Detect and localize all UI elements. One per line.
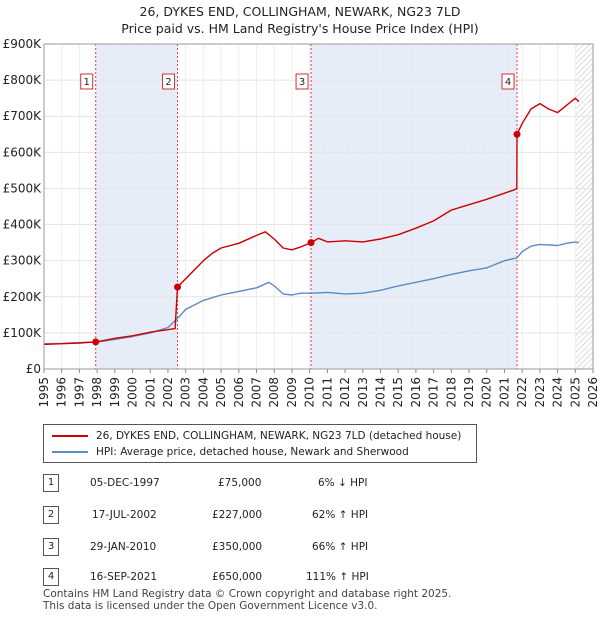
- sale-marker-label: 1: [84, 77, 90, 88]
- x-tick-label: 2016: [409, 377, 423, 408]
- sale-row: 3 29-JAN-2010 £350,000 66% ↑ HPI: [0, 538, 600, 558]
- x-tick-label: 2011: [320, 377, 334, 408]
- sale-point: [92, 338, 100, 346]
- x-tick-label: 2006: [232, 377, 246, 408]
- sale-hpi: 62% ↑ HPI: [312, 509, 369, 521]
- y-tick-label: £100K: [3, 326, 43, 340]
- sale-marker-box: [295, 73, 309, 90]
- sale-date: 29-JAN-2010: [90, 541, 157, 553]
- x-tick-label: 2017: [427, 377, 441, 408]
- sale-marker-box: [80, 73, 94, 90]
- sale-point: [307, 239, 315, 247]
- x-tick-label: 2001: [143, 377, 157, 408]
- x-tick-label: 2021: [497, 377, 511, 408]
- plot-frame: [43, 43, 594, 370]
- x-tick-label: 2008: [267, 377, 281, 408]
- sale-price: £227,000: [212, 509, 263, 521]
- legend-label-hpi: HPI: Average price, detached house, Newa…: [96, 446, 409, 458]
- x-tick-label: 2013: [356, 377, 370, 408]
- legend-swatch-property: [52, 435, 88, 437]
- legend-item-hpi: HPI: Average price, detached house, Newa…: [52, 444, 409, 460]
- legend-swatch-hpi: [52, 451, 88, 453]
- ownership-span: [95, 44, 178, 369]
- sale-number-box: 4: [43, 568, 59, 586]
- chart-title-line1: 26, DYKES END, COLLINGHAM, NEWARK, NG23 …: [139, 4, 461, 19]
- y-tick-label: £300K: [3, 254, 43, 268]
- sale-marker-box: [501, 73, 515, 90]
- sale-point: [174, 283, 182, 291]
- x-tick-label: 2024: [551, 377, 565, 408]
- sale-hpi: 6% ↓ HPI: [318, 477, 368, 489]
- sale-row: 1 05-DEC-1997 £75,000 6% ↓ HPI: [0, 474, 600, 494]
- sale-date: 17-JUL-2002: [92, 509, 157, 521]
- sale-number-box: 1: [43, 474, 59, 492]
- forecast-hatch: [575, 44, 593, 369]
- legend-label-property: 26, DYKES END, COLLINGHAM, NEWARK, NG23 …: [96, 430, 462, 442]
- sale-point: [513, 130, 521, 138]
- sale-date: 05-DEC-1997: [90, 477, 160, 489]
- sale-marker-label: 2: [165, 77, 171, 88]
- x-tick-label: 2009: [285, 377, 299, 408]
- sale-price: £350,000: [212, 541, 263, 553]
- y-tick-label: £400K: [3, 218, 43, 232]
- x-tick-label: 2000: [126, 377, 140, 408]
- chart-title: 26, DYKES END, COLLINGHAM, NEWARK, NG23 …: [0, 3, 600, 37]
- price-chart: 1 2 3 4 £0 £100K £200K £300K £400K £500K £600K £70…: [3, 37, 600, 408]
- legend: 26, DYKES END, COLLINGHAM, NEWARK, NG23 …: [43, 424, 477, 463]
- sale-marker-label: 4: [505, 77, 511, 88]
- x-tick-label: 2025: [568, 377, 582, 408]
- y-tick-label: £900K: [3, 37, 43, 51]
- legend-item-property: 26, DYKES END, COLLINGHAM, NEWARK, NG23 …: [52, 428, 461, 444]
- y-tick-label: £500K: [3, 181, 43, 195]
- y-tick-label: £600K: [3, 145, 43, 159]
- y-tick-label: £0: [26, 362, 41, 376]
- x-tick-label: 1997: [72, 377, 86, 408]
- sale-row: 4 16-SEP-2021 £650,000 111% ↑ HPI: [0, 568, 600, 588]
- x-tick-label: 1999: [108, 377, 122, 408]
- sale-number-box: 2: [43, 506, 59, 524]
- footer-copyright: Contains HM Land Registry data © Crown c…: [43, 588, 452, 600]
- x-tick-label: 2003: [179, 377, 193, 408]
- y-tick-label: £200K: [3, 290, 43, 304]
- sale-row: 2 17-JUL-2002 £227,000 62% ↑ HPI: [0, 506, 600, 526]
- x-tick-label: 2004: [196, 377, 210, 408]
- sale-hpi: 111% ↑ HPI: [306, 571, 369, 583]
- x-tick-label: 2005: [214, 377, 228, 408]
- y-tick-label: £700K: [3, 109, 43, 123]
- x-tick-label: 2007: [250, 377, 264, 408]
- sale-date: 16-SEP-2021: [90, 571, 158, 583]
- x-tick-label: 2019: [462, 377, 476, 408]
- x-tick-label: 2015: [391, 377, 405, 408]
- chart-title-line2: Price paid vs. HM Land Registry's House …: [121, 21, 479, 36]
- x-tick-label: 1996: [55, 377, 69, 408]
- sale-price: £75,000: [218, 477, 262, 489]
- x-tick-label: 2018: [444, 377, 458, 408]
- x-tick-label: 1998: [90, 377, 104, 408]
- y-tick-label: £800K: [3, 73, 43, 87]
- x-tick-label: 1995: [37, 377, 51, 408]
- x-tick-label: 2010: [303, 377, 317, 408]
- footer: Contains HM Land Registry data © Crown c…: [43, 588, 451, 612]
- footer-licence: This data is licensed under the Open Gov…: [43, 600, 378, 612]
- sale-marker-label: 3: [299, 77, 305, 88]
- x-tick-label: 2022: [515, 377, 529, 408]
- x-tick-label: 2023: [533, 377, 547, 408]
- sale-price: £650,000: [212, 571, 263, 583]
- sale-marker-box: [162, 73, 176, 90]
- x-tick-label: 2020: [480, 377, 494, 408]
- sale-hpi: 66% ↑ HPI: [312, 541, 369, 553]
- x-tick-label: 2012: [338, 377, 352, 408]
- ownership-span: [311, 44, 518, 369]
- sale-number-box: 3: [43, 538, 59, 556]
- x-tick-label: 2014: [373, 377, 387, 408]
- x-tick-label: 2002: [161, 377, 175, 408]
- x-tick-label: 2026: [586, 377, 600, 408]
